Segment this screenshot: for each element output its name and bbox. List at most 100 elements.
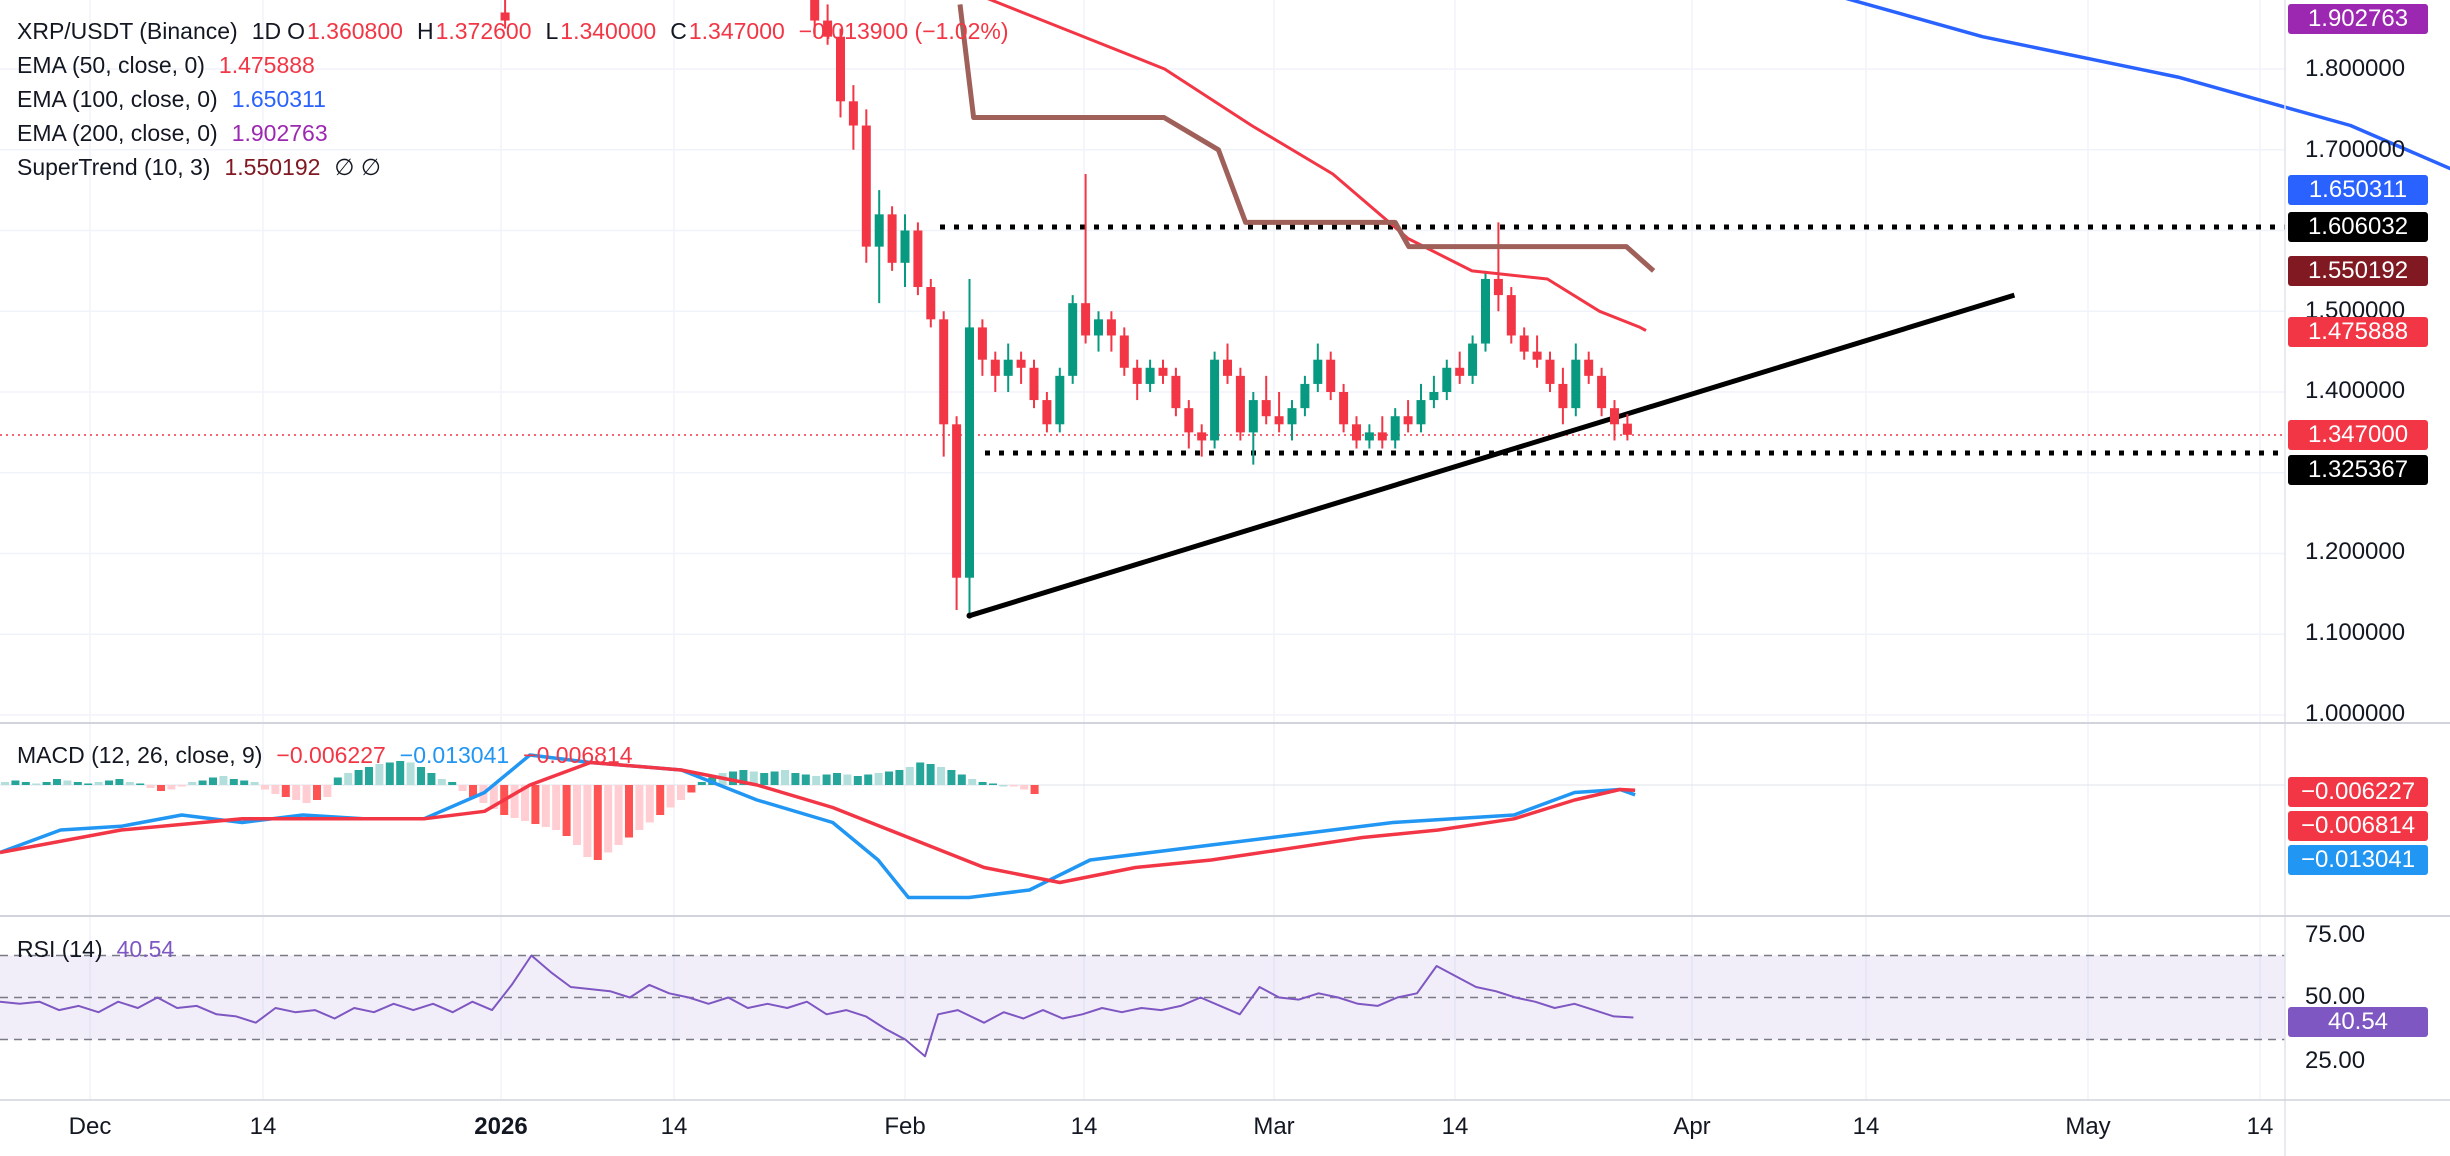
ema100-price-tag: 1.650311 [2288, 175, 2428, 205]
supertrend-price-tag: 1.550192 [2288, 256, 2428, 286]
macd-histogram-bar [167, 785, 176, 790]
time-tick: 2026 [474, 1113, 528, 1140]
macd-histogram-bar [510, 785, 519, 818]
price-tick: 1.800000 [2305, 55, 2406, 82]
time-tick: Mar [1253, 1113, 1295, 1140]
time-tick: 14 [249, 1113, 277, 1140]
macd-histogram-bar [541, 785, 550, 827]
macd-histogram-bar [968, 779, 977, 785]
time-tick: 14 [1852, 1113, 1880, 1140]
macd-histogram-bar [957, 774, 966, 785]
price-tick: 1.200000 [2305, 538, 2406, 565]
candle-body [900, 230, 910, 263]
macd-histogram-bar [874, 773, 883, 785]
candle-body [926, 287, 936, 320]
candle-body [1003, 359, 1013, 376]
macd-histogram-bar [73, 782, 82, 785]
price-tick: 1.100000 [2305, 619, 2406, 646]
ema50-line [987, 0, 1647, 332]
candle-body [887, 214, 897, 263]
rising-trendline [968, 292, 2016, 619]
candle-body [1055, 375, 1065, 425]
macd-histogram-bar [749, 771, 758, 785]
candle-body [848, 101, 858, 126]
macd-histogram-bar [562, 785, 571, 836]
macd-histogram-bar [344, 773, 353, 785]
rsi-title: RSI (14) [17, 936, 103, 962]
macd-legend[interactable]: MACD (12, 26, close, 9) −0.006227 −0.01304… [17, 738, 647, 772]
candle-body [1068, 303, 1078, 376]
candle-body [990, 359, 1000, 376]
macd-histogram-bar [916, 762, 925, 785]
candle-body [1171, 375, 1181, 409]
open-label: O [287, 18, 305, 44]
candle-body [1094, 319, 1103, 336]
macd-histogram-bar [105, 780, 113, 785]
macd-histogram-bar [739, 770, 748, 785]
macd-histogram-bar [812, 776, 821, 785]
macd-histogram-bar [281, 785, 290, 797]
macd-histogram-bar [469, 785, 477, 797]
supertrend-label: SuperTrend (10, 3) [17, 154, 211, 180]
ema200-legend[interactable]: EMA (200, close, 0) 1.902763 [17, 116, 342, 150]
macd-histogram-bar [292, 785, 301, 800]
candle-body [1597, 375, 1607, 409]
macd-histogram-bar [614, 785, 623, 845]
ema100-line [1845, 0, 2450, 171]
macd-histogram-bar [261, 785, 269, 790]
macd-histogram-bar [448, 782, 457, 785]
supertrend-value: 1.550192 [224, 154, 321, 180]
candle-body [500, 12, 510, 21]
candle-body [1313, 359, 1323, 384]
high-label: H [416, 18, 434, 44]
candle-body [1545, 359, 1555, 384]
candle-body [1248, 400, 1258, 433]
candle-body [1481, 278, 1490, 344]
candle-body [1132, 367, 1142, 384]
time-tick: 14 [660, 1113, 688, 1140]
macd-histogram-bar [42, 782, 51, 785]
macd-histogram-bar [188, 782, 197, 785]
open-value: 1.360800 [307, 18, 403, 44]
rsi-pane [0, 954, 2285, 1058]
supertrend-legend[interactable]: SuperTrend (10, 3) 1.550192 ∅ ∅ [17, 150, 395, 184]
supertrend-line [957, 4, 1656, 273]
candle-body [1532, 351, 1542, 360]
candle-body [1197, 432, 1207, 441]
candle-body [1622, 423, 1632, 435]
macd-histogram-bar [365, 767, 373, 785]
candle-body [1455, 367, 1465, 376]
macd-histogram-bar [437, 779, 446, 785]
close-value: 1.347000 [688, 18, 785, 44]
macd-signal-tag: −0.006814 [2288, 811, 2428, 841]
ema200-value: 1.902763 [231, 120, 328, 146]
candle-body [1403, 416, 1413, 425]
macd-histogram-bar [999, 785, 1008, 787]
ema100-value: 1.650311 [231, 86, 326, 112]
indicator-overlays [957, 0, 2450, 332]
candle-body [836, 36, 845, 102]
macd-histogram-bar [385, 762, 394, 785]
candle-body [1429, 392, 1439, 401]
candle-body [1184, 408, 1194, 433]
macd-histogram-bar [729, 771, 737, 785]
macd-histogram-bar [697, 782, 706, 785]
ema100-legend[interactable]: EMA (100, close, 0) 1.650311 [17, 82, 340, 116]
macd-line-tag: −0.013041 [2288, 845, 2428, 875]
rsi-legend[interactable]: RSI (14) 40.54 [17, 932, 188, 966]
macd-histogram-bar [677, 785, 685, 800]
macd-histogram-bar [822, 774, 831, 785]
macd-histogram-bar [125, 782, 134, 785]
macd-histogram-bar [635, 785, 644, 830]
macd-histogram-bar [63, 780, 72, 785]
candle-body [1261, 400, 1271, 417]
macd-histogram-bar [937, 767, 945, 785]
ema50-legend[interactable]: EMA (50, close, 0) 1.475888 [17, 48, 329, 82]
candle-body [1390, 416, 1400, 441]
candle-body [1235, 375, 1245, 433]
last-price-tag: 1.347000 [2288, 420, 2428, 450]
macd-histogram-bar [219, 776, 228, 785]
macd-histogram-bar [895, 770, 904, 785]
macd-histogram-bar [84, 783, 93, 785]
time-tick: Feb [884, 1113, 926, 1140]
